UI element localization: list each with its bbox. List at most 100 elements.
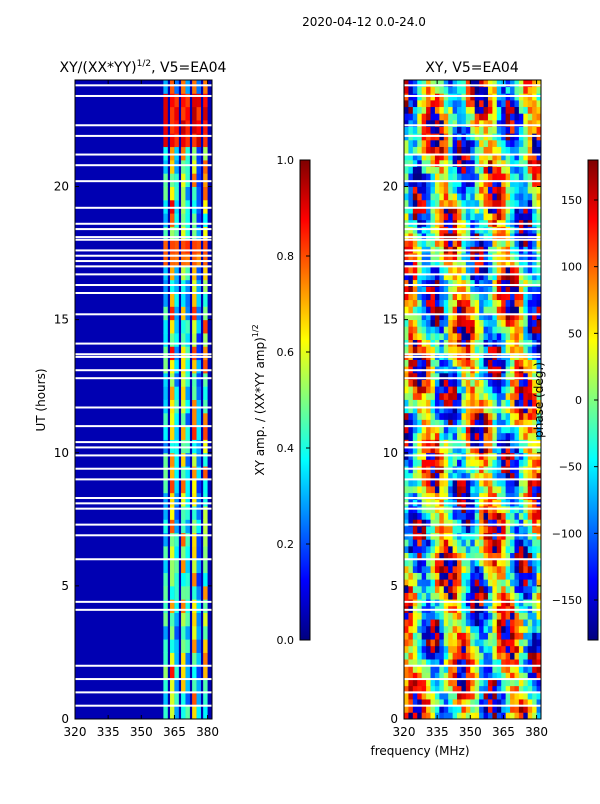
phase-cell — [514, 612, 520, 620]
phase-cell — [457, 239, 462, 247]
phase-cell — [421, 426, 427, 434]
amplitude-channel-cell — [170, 173, 175, 187]
phase-cell — [496, 146, 502, 154]
phase-cell — [434, 612, 440, 620]
phase-cell — [518, 273, 524, 281]
phase-cell — [412, 625, 418, 633]
phase-cell — [536, 346, 542, 354]
phase-cell — [483, 712, 489, 720]
phase-cell — [479, 512, 484, 520]
phase-cell — [404, 346, 409, 354]
phase-cell — [474, 86, 480, 94]
phase-cell — [536, 426, 542, 434]
phase-cell — [452, 685, 458, 693]
phase-cell — [514, 679, 520, 687]
amplitude-channel-cell — [163, 532, 168, 547]
amplitude-channel-cell — [170, 279, 175, 294]
phase-cell — [487, 326, 493, 334]
phase-cell — [430, 379, 436, 387]
phase-cell — [501, 512, 507, 520]
phase-cell — [505, 273, 511, 281]
phase-cell — [408, 326, 414, 334]
phase-cell — [408, 679, 414, 687]
amplitude-channel-cell — [203, 213, 208, 227]
amplitude-title-main: XY/(XX*YY) — [60, 60, 137, 76]
phase-cell — [408, 426, 414, 434]
phase-cell — [430, 273, 436, 281]
phase-cell — [527, 645, 533, 653]
phase-cell — [443, 559, 449, 567]
phase-cell — [408, 592, 414, 600]
phase-cell — [532, 206, 537, 214]
phase-cell — [434, 126, 440, 134]
phase-cell — [408, 399, 414, 407]
phase-cell — [465, 392, 471, 400]
phase-cell — [461, 346, 467, 354]
phase-cell — [404, 206, 409, 214]
phase-cell — [492, 113, 498, 121]
amplitude-channel-cell — [174, 186, 179, 201]
phase-cell — [483, 113, 489, 121]
phase-cell — [523, 319, 529, 327]
phase-cell — [439, 519, 445, 527]
amplitude-channel-cell — [203, 532, 208, 547]
phase-flagged-row — [404, 664, 541, 667]
phase-cell — [408, 645, 414, 653]
phase-cell — [470, 699, 476, 707]
phase-heatmap — [404, 80, 542, 720]
phase-cell — [443, 179, 449, 187]
phase-cell — [452, 86, 458, 94]
phase-cell — [470, 525, 476, 534]
phase-cell — [479, 126, 484, 134]
phase-cell — [434, 286, 440, 294]
amplitude-channel-cell — [192, 266, 197, 281]
phase-cell — [412, 685, 418, 693]
phase-cell — [465, 592, 471, 600]
amplitude-y-axis-label: UT (hours) — [34, 368, 48, 431]
amplitude-title-exp: 1/2 — [137, 59, 151, 69]
phase-cell — [470, 625, 476, 633]
phase-cell — [470, 119, 476, 127]
amplitude-channel-cell — [181, 372, 186, 387]
phase-cell — [532, 106, 537, 114]
phase-cell — [527, 259, 533, 267]
phase-cell — [536, 186, 542, 194]
phase-cell — [505, 572, 511, 580]
phase-cell — [536, 472, 542, 480]
phase-cell — [412, 645, 418, 653]
phase-cell — [487, 665, 493, 673]
amplitude-channel-cell — [185, 705, 190, 720]
amplitude-channel-cell — [163, 119, 168, 134]
phase-cell — [487, 446, 493, 454]
phase-cell — [510, 186, 515, 194]
phase-cell — [523, 119, 529, 127]
phase-cell — [421, 332, 427, 340]
phase-cell — [483, 446, 489, 454]
phase-cell — [523, 286, 529, 294]
phase-cell — [532, 539, 537, 547]
phase-cell — [474, 406, 480, 414]
phase-cell — [461, 665, 467, 673]
phase-cell — [514, 639, 520, 647]
phase-cell — [457, 632, 462, 640]
phase-cell — [426, 406, 431, 414]
amplitude-channel-cell — [170, 199, 175, 214]
amplitude-channel-cell — [192, 359, 197, 374]
amplitude-channel-cell — [192, 332, 197, 347]
amplitude-colorbar-tick-label: 1.0 — [277, 154, 295, 167]
amplitude-channel-cell — [170, 80, 175, 94]
phase-cell — [430, 692, 436, 700]
phase-cell — [510, 119, 515, 127]
phase-cell — [412, 585, 418, 593]
phase-cell — [505, 126, 511, 134]
phase-cell — [417, 119, 423, 127]
phase-cell — [510, 399, 515, 407]
phase-cell — [439, 386, 445, 394]
phase-cell — [501, 545, 507, 553]
phase-cell — [457, 705, 462, 713]
phase-cell — [461, 625, 467, 633]
phase-cell — [532, 419, 537, 427]
phase-cell — [434, 432, 440, 440]
amplitude-flagged-row — [75, 134, 212, 137]
